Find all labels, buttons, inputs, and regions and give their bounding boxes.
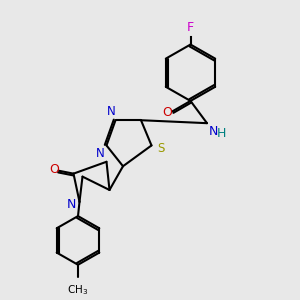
Text: CH$_3$: CH$_3$ xyxy=(68,283,88,297)
Text: S: S xyxy=(157,142,164,155)
Text: N: N xyxy=(95,147,104,160)
Text: O: O xyxy=(162,106,172,119)
Text: N: N xyxy=(106,105,116,118)
Text: O: O xyxy=(49,163,58,176)
Text: N: N xyxy=(208,125,218,138)
Text: N: N xyxy=(67,198,76,211)
Text: F: F xyxy=(187,21,194,34)
Text: H: H xyxy=(217,127,226,140)
